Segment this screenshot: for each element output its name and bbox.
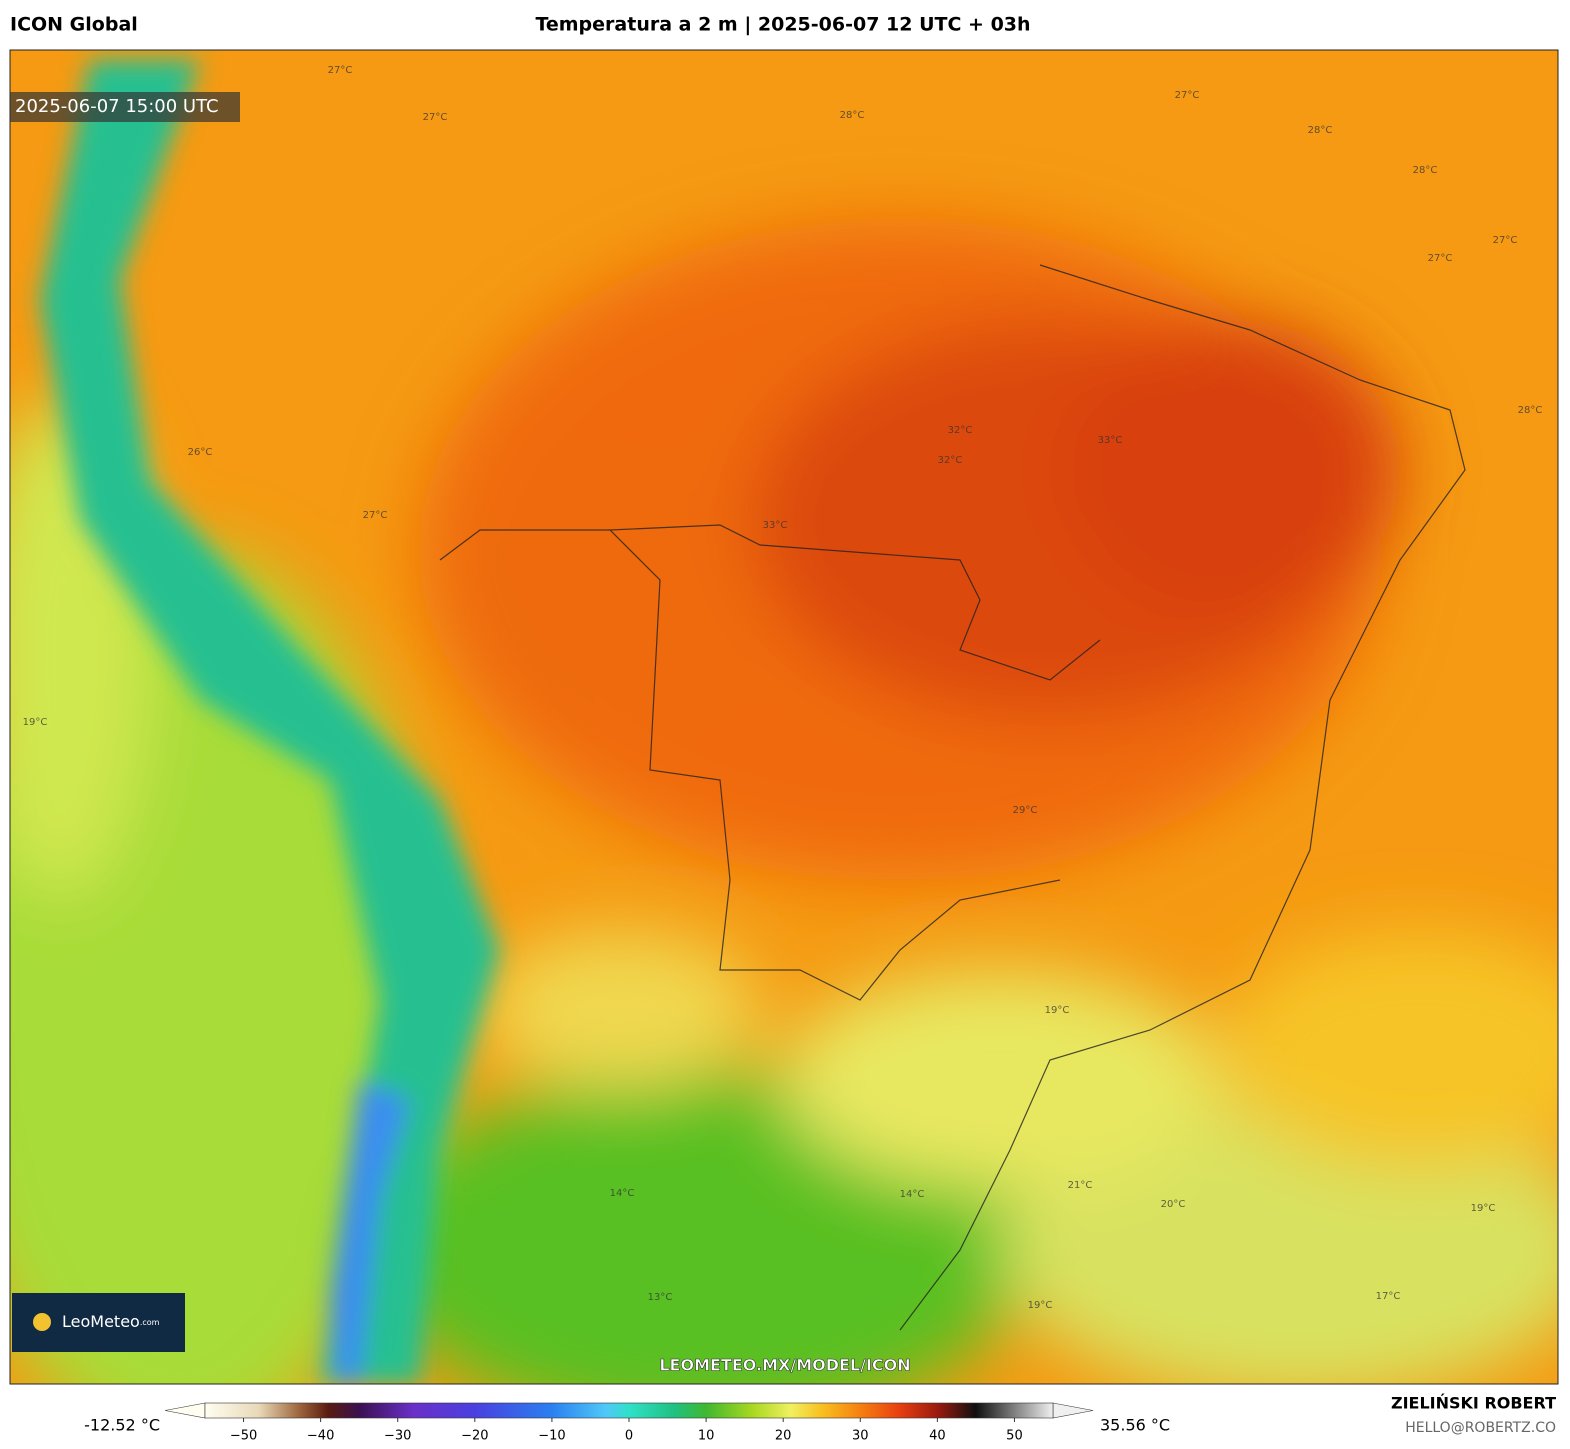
contour-label: 13°C xyxy=(648,1292,673,1303)
email: HELLO@ROBERTZ.CO xyxy=(1405,1420,1556,1436)
contour-label: 27°C xyxy=(1428,253,1453,264)
logo-suffix: .com xyxy=(140,1318,160,1327)
contour-label: 27°C xyxy=(328,65,353,76)
contour-label: 28°C xyxy=(1413,165,1438,176)
logo-text: LeoMeteo xyxy=(62,1312,140,1331)
contour-label: 17°C xyxy=(1376,1291,1401,1302)
map-frame xyxy=(9,49,1559,1385)
colorbar-tick-label: 30 xyxy=(852,1429,869,1444)
contour-label: 21°C xyxy=(1068,1180,1093,1191)
contour-label: 28°C xyxy=(1518,405,1543,416)
author: ZIELIŃSKI ROBERT xyxy=(1391,1394,1556,1413)
contour-label: 33°C xyxy=(1098,435,1123,446)
colorbar-extend-high xyxy=(1052,1402,1094,1419)
contour-label: 19°C xyxy=(1045,1005,1070,1016)
contour-label: 19°C xyxy=(23,717,48,728)
colorbar-tick-label: 40 xyxy=(929,1429,946,1444)
colorbar-min: -12.52 °C xyxy=(84,1416,160,1435)
contour-label: 27°C xyxy=(1493,235,1518,246)
colorbar-tick-label: 0 xyxy=(625,1429,633,1444)
contour-label: 26°C xyxy=(188,447,213,458)
colorbar-tick-label: 10 xyxy=(698,1429,715,1444)
colorbar-tick-label: −20 xyxy=(461,1429,488,1444)
colorbar-tick-label: 50 xyxy=(1006,1429,1023,1444)
contour-label: 32°C xyxy=(948,425,973,436)
logo: LeoMeteo.com xyxy=(62,1312,160,1331)
colorbar-max: 35.56 °C xyxy=(1100,1416,1170,1435)
colorbar-tick-label: −30 xyxy=(384,1429,411,1444)
map-title: Temperatura a 2 m | 2025-06-07 12 UTC + … xyxy=(535,14,1030,36)
time-box xyxy=(10,92,240,122)
colorbar-extend-low xyxy=(164,1402,206,1419)
contour-label: 33°C xyxy=(763,520,788,531)
contour-label: 28°C xyxy=(840,110,865,121)
model-name: ICON Global xyxy=(10,14,138,36)
logo-sun xyxy=(33,1313,51,1331)
contour-label: 19°C xyxy=(1028,1300,1053,1311)
temperature-field xyxy=(10,50,1558,1384)
contour-label: 32°C xyxy=(938,455,963,466)
contour-label: 14°C xyxy=(610,1188,635,1199)
colorbar-tick-label: −50 xyxy=(230,1429,257,1444)
colorbar xyxy=(204,1402,1054,1419)
contour-label: 19°C xyxy=(1471,1203,1496,1214)
contour-label: 28°C xyxy=(1308,125,1333,136)
contour-label: 27°C xyxy=(1175,90,1200,101)
contour-label: 27°C xyxy=(423,112,448,123)
colorbar-tick-label: 20 xyxy=(775,1429,792,1444)
watermark: LEOMETEO.MX/MODEL/ICON xyxy=(659,1356,910,1375)
valid-time: 2025-06-07 15:00 UTC xyxy=(15,96,219,117)
contour-label: 27°C xyxy=(363,510,388,521)
colorbar-tick-label: −40 xyxy=(307,1429,334,1444)
contour-label: 20°C xyxy=(1161,1199,1186,1210)
contour-label: 29°C xyxy=(1013,805,1038,816)
contour-label: 14°C xyxy=(900,1189,925,1200)
colorbar-tick-label: −10 xyxy=(538,1429,565,1444)
